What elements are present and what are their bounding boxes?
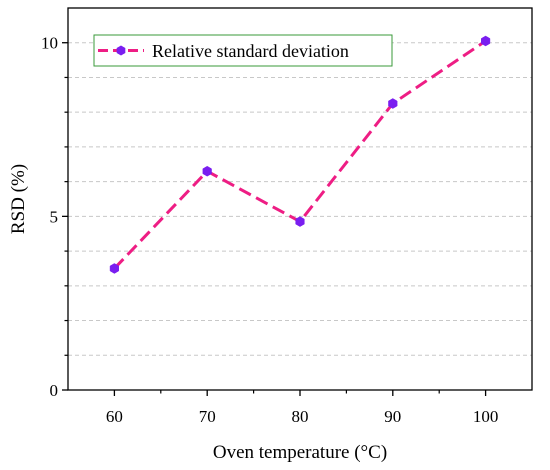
x-axis-title: Oven temperature (°C) [213, 442, 387, 463]
x-tick-label: 100 [473, 407, 499, 426]
data-point [481, 35, 491, 47]
legend-marker [116, 45, 126, 56]
data-point [388, 98, 398, 109]
data-series [109, 35, 491, 274]
x-tick-label: 60 [106, 407, 123, 426]
legend: Relative standard deviation [93, 34, 393, 67]
data-point [202, 165, 212, 177]
legend-label: Relative standard deviation [152, 41, 349, 61]
y-tick-label: 10 [41, 34, 58, 53]
data-point [109, 263, 119, 274]
data-point [295, 216, 305, 227]
y-axis-title: RSD (%) [8, 164, 29, 234]
x-tick-label: 80 [292, 407, 309, 426]
series-line [113, 39, 487, 270]
x-tick-label: 70 [199, 407, 216, 426]
y-tick-label: 5 [50, 207, 59, 226]
y-tick-label: 0 [50, 381, 59, 400]
grid-lines [68, 42, 532, 356]
axis-ticks: 60 70 80 90 100 0 5 10 [41, 34, 498, 426]
x-tick-label: 90 [384, 407, 401, 426]
